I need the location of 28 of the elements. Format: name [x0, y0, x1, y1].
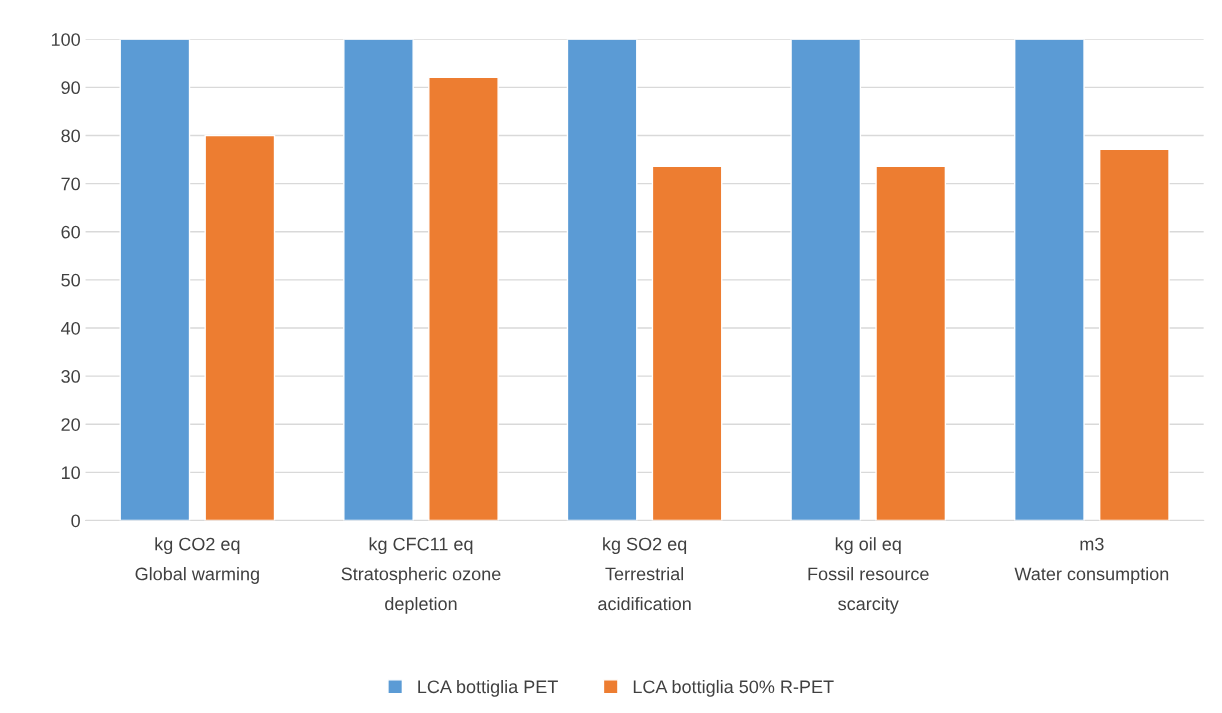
bar: [204, 134, 276, 521]
y-tick-label: 100: [51, 33, 80, 46]
y-tick-label: 20: [61, 418, 80, 431]
x-tick-label: kg SO2 eq Terrestrial acidification: [598, 537, 691, 611]
bar: [651, 165, 723, 521]
bar: [875, 165, 947, 521]
bar: [119, 39, 191, 521]
x-tick-label: kg CO2 eq Global warming: [135, 537, 259, 584]
y-tick-label: 80: [61, 129, 80, 143]
x-tick-label: kg CFC11 eq Stratospheric ozone depletion: [341, 537, 501, 614]
bar: [1014, 39, 1085, 521]
x-tick-label: m3 Water consumption: [1014, 537, 1169, 584]
bar: [566, 39, 638, 521]
y-tick-label: 30: [61, 370, 80, 383]
y-tick-label: 10: [61, 466, 80, 480]
legend-label: LCA bottiglia PET: [418, 679, 558, 697]
bar: [343, 39, 414, 521]
bar: [790, 39, 862, 521]
y-tick-label: 0: [71, 514, 80, 528]
y-tick-label: 60: [61, 225, 80, 239]
bar: [1098, 148, 1170, 521]
y-tick-label: 70: [61, 177, 80, 191]
x-tick-label: kg oil eq Fossil resource scarcity: [808, 537, 929, 614]
y-tick-label: 40: [61, 321, 80, 335]
legend-label: LCA bottiglia 50% R-PET: [633, 679, 834, 697]
y-tick-label: 50: [61, 273, 80, 287]
y-tick-label: 90: [61, 81, 80, 95]
bar: [428, 76, 499, 521]
